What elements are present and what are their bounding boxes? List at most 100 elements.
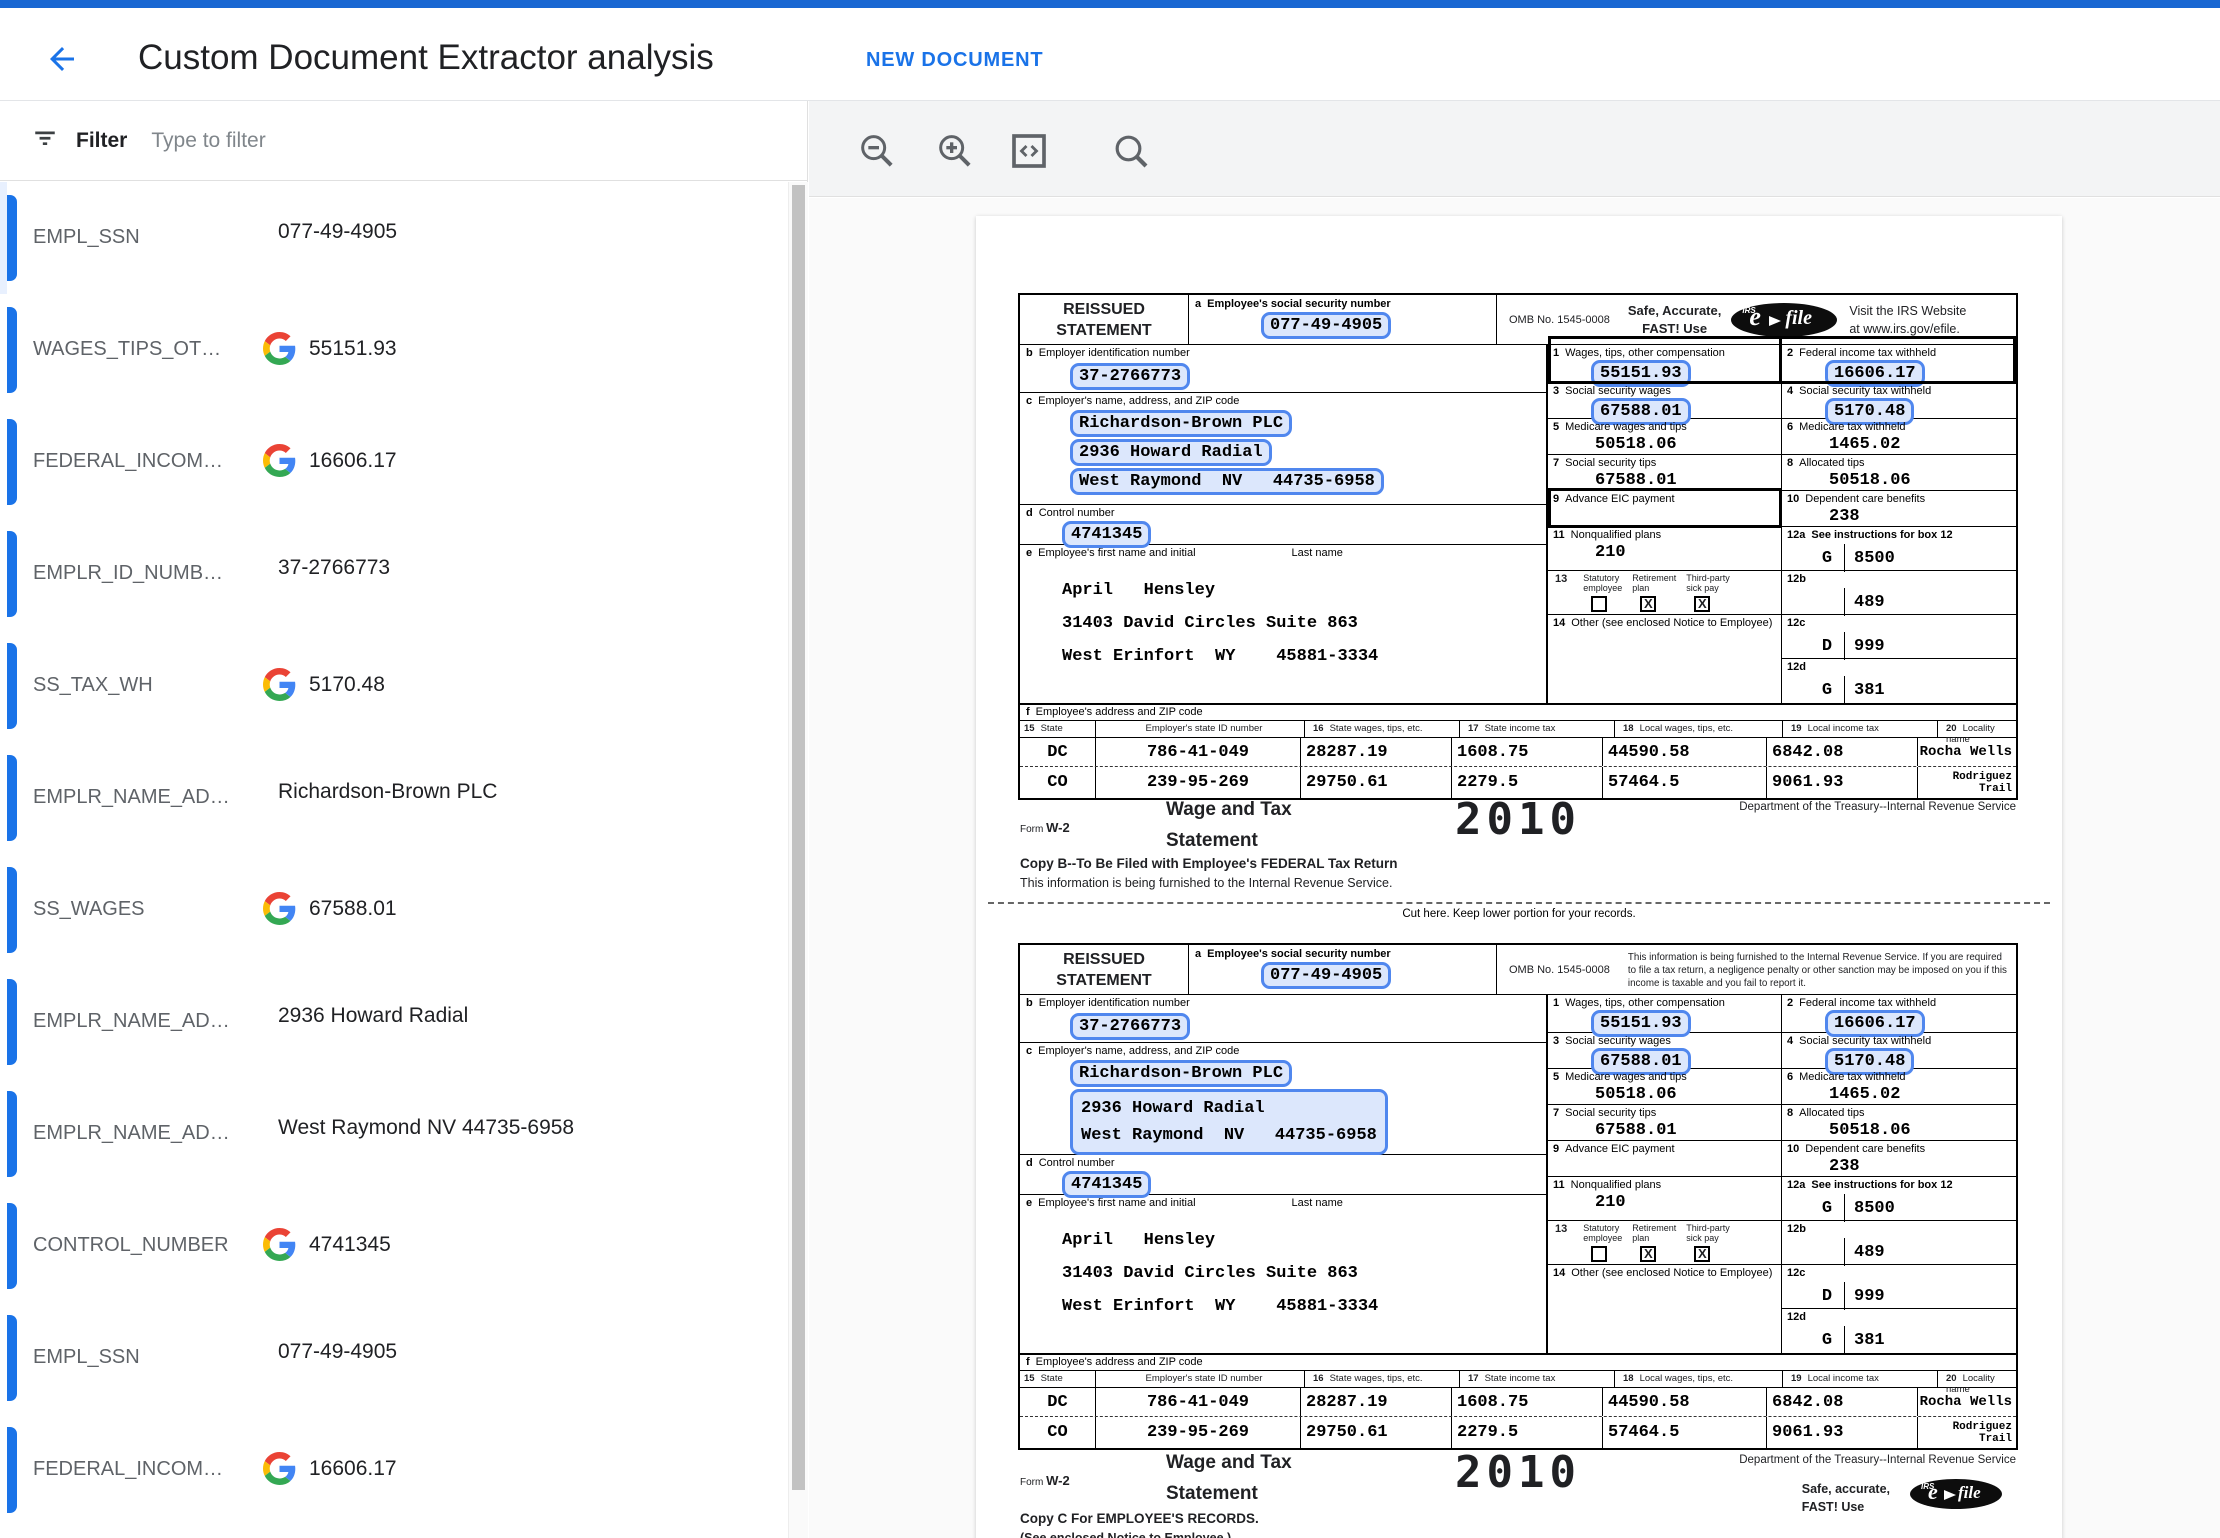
box-13-checkboxes: 13 Statutory employee Retirement plan X Thi… [1548,1221,1781,1265]
document-toolbar [809,101,2220,275]
list-item[interactable]: EMPL_SSN 077-49-4905 [0,1302,787,1414]
google-icon [263,444,296,477]
entity-highlight-employer-name[interactable]: Richardson-Brown PLC [1070,410,1293,437]
entity-highlight-control-number[interactable]: 4741345 [1062,521,1152,548]
entity-color-bar [7,755,17,841]
field-label: EMPLR_NAME_AD… [33,786,230,808]
entity-highlight-ss-tax[interactable]: 5170.48 [1825,398,1915,425]
box-b-ein: b Employer identification number 37-27667… [1020,345,1546,393]
entity-color-bar [7,531,17,617]
code-view-button[interactable] [1009,131,1049,171]
zoom-out-button[interactable] [857,131,897,171]
entity-color-bar [7,195,17,281]
irs-furnish-note: This information is being furnished to t… [1627,952,2007,989]
back-button[interactable] [44,41,80,77]
field-label: SS_TAX_WH [33,674,153,696]
google-icon [263,892,296,925]
filter-bar: Filter [0,101,807,181]
box-6: 6 Medicare tax withheld 1465.02 [1781,1069,2016,1105]
list-item[interactable]: EMPLR_ID_NUMB… 37-2766773 [0,518,787,630]
box-13-checkboxes: 13 Statutory employee Retirement plan X Thi… [1548,571,1781,615]
box-f-label: f Employee's address and ZIP code [1020,1355,2016,1371]
field-value-text: 077-49-4905 [278,220,398,243]
field-value-text: 55151.93 [309,336,397,360]
box-5: 5 Medicare wages and tips 50518.06 [1548,1069,1781,1105]
box-6: 6 Medicare tax withheld 1465.02 [1781,419,2016,455]
entity-color-bar [7,1315,17,1401]
box-4: 4 Social security tax withheld 5170.48 [1781,383,2016,425]
box-c-employer: c Employer's name, address, and ZIP code … [1020,1043,1546,1155]
tax-year: 2010 [1455,1447,1581,1498]
scrollbar-thumb[interactable] [792,185,805,1490]
field-value: 37-2766773 [263,556,390,580]
box-12b: 12b 489 [1781,1221,2016,1266]
w2-form-copy-b: REISSUED STATEMENT a Employee's social sec… [1018,293,2018,800]
list-item[interactable]: FEDERAL_INCOM… 16606.17 [0,1414,787,1526]
search-document-button[interactable] [1111,131,1151,171]
field-label: EMPL_SSN [33,226,140,248]
document-viewport[interactable]: REISSUED STATEMENT a Employee's social sec… [809,198,2220,1538]
entity-color-bar [7,1091,17,1177]
w2-form-copy-c: REISSUED STATEMENT a Employee's social sec… [1018,943,2018,1450]
reissued-statement: REISSUED STATEMENT [1020,295,1189,344]
checkbox-retirement-plan[interactable]: X [1640,596,1657,612]
visit-irs-text: Visit the IRS Website at www.irs.gov/efil… [1849,303,1967,336]
entity-highlight-employer-address[interactable]: 2936 Howard Radial West Raymond NV 44735-… [1070,1089,1388,1155]
entity-highlight-employer-city[interactable]: West Raymond NV 44735-6958 [1070,468,1384,495]
field-value-text: 67588.01 [309,896,397,920]
field-value: 5170.48 [263,668,385,701]
w2-footer-copy-c: Form W-2 Wage and Tax Statement 2010 Depa… [1020,1447,2016,1538]
checkbox-third-party-sick-pay[interactable]: X [1694,1246,1711,1262]
box-9: 9 Advance EIC payment [1548,491,1781,527]
entity-highlight-ss-tax[interactable]: 5170.48 [1825,1048,1915,1075]
filter-input[interactable] [151,128,582,153]
list-item[interactable]: WAGES_TIPS_OT… 55151.93 [0,294,787,406]
list-item[interactable]: SS_WAGES 67588.01 [0,854,787,966]
box-12a: 12a See instructions for box 12 G 8500 [1781,1177,2016,1222]
entity-highlight-ssn[interactable]: 077-49-4905 [1261,962,1392,989]
box-a-ssn: a Employee's social security number 077-4… [1189,295,1497,344]
list-item[interactable]: EMPL_SSN 077-49-4905 [0,182,787,294]
omb-number: OMB No. 1545-0008 [1509,313,1610,326]
box-e-employee: e Employee's first name and initial Last n… [1026,1197,1379,1316]
state-local-table: f Employee's address and ZIP code 15 State… [1020,703,2016,798]
field-value: Richardson-Brown PLC [263,780,497,804]
checkbox-third-party-sick-pay[interactable]: X [1694,596,1711,612]
state-row: CO 239-95-269 29750.61 2279.5 57464.5 90… [1020,767,2016,798]
page-title: Custom Document Extractor analysis [138,38,714,77]
entity-highlight-ein[interactable]: 37-2766773 [1070,363,1191,390]
filter-label: Filter [76,128,128,152]
field-value-text: Richardson-Brown PLC [278,780,498,803]
google-icon [263,1228,296,1261]
entity-highlight-fed-tax[interactable]: 16606.17 [1825,1010,1925,1037]
irs-efile-logo: IRS e file [1910,1479,2002,1509]
list-item[interactable]: FEDERAL_INCOM… 16606.17 [0,406,787,518]
entity-highlight-employer-street[interactable]: 2936 Howard Radial [1070,439,1272,466]
zoom-in-button[interactable] [935,131,975,171]
entity-highlight-ss-wages[interactable]: 67588.01 [1591,398,1691,425]
panel-scrollbar[interactable] [788,182,808,1538]
entity-highlight-wages[interactable]: 55151.93 [1591,1010,1691,1037]
field-label: FEDERAL_INCOM… [33,1458,224,1480]
box-8: 8 Allocated tips 50518.06 [1781,455,2016,491]
list-item[interactable]: SS_TAX_WH 5170.48 [0,630,787,742]
entity-highlight-ss-wages[interactable]: 67588.01 [1591,1048,1691,1075]
entity-highlight-ein[interactable]: 37-2766773 [1070,1013,1191,1040]
list-item[interactable]: CONTROL_NUMBER 4741345 [0,1190,787,1302]
list-item[interactable]: EMPLR_NAME_AD… Richardson-Brown PLC [0,742,787,854]
entity-highlight-ssn[interactable]: 077-49-4905 [1261,312,1392,339]
checkbox-retirement-plan[interactable]: X [1640,1246,1657,1262]
field-value: 16606.17 [263,444,397,477]
list-item-partial[interactable] [0,1526,787,1538]
w2-footer-copy-b: Form W-2 Wage and Tax Statement 2010 Depa… [1020,794,2016,890]
entity-highlight-control-number[interactable]: 4741345 [1062,1171,1152,1198]
list-item[interactable]: EMPLR_NAME_AD… West Raymond NV 44735-695… [0,1078,787,1190]
checkbox-statutory-employee[interactable] [1591,596,1608,612]
field-value: 2936 Howard Radial [263,1004,468,1028]
box-12a: 12a See instructions for box 12 G 8500 [1781,527,2016,572]
new-document-button[interactable]: NEW DOCUMENT [866,49,1044,71]
entity-highlight-employer-name[interactable]: Richardson-Brown PLC [1070,1060,1293,1087]
checkbox-statutory-employee[interactable] [1591,1246,1608,1262]
list-item[interactable]: EMPLR_NAME_AD… 2936 Howard Radial [0,966,787,1078]
field-label: CONTROL_NUMBER [33,1234,229,1256]
